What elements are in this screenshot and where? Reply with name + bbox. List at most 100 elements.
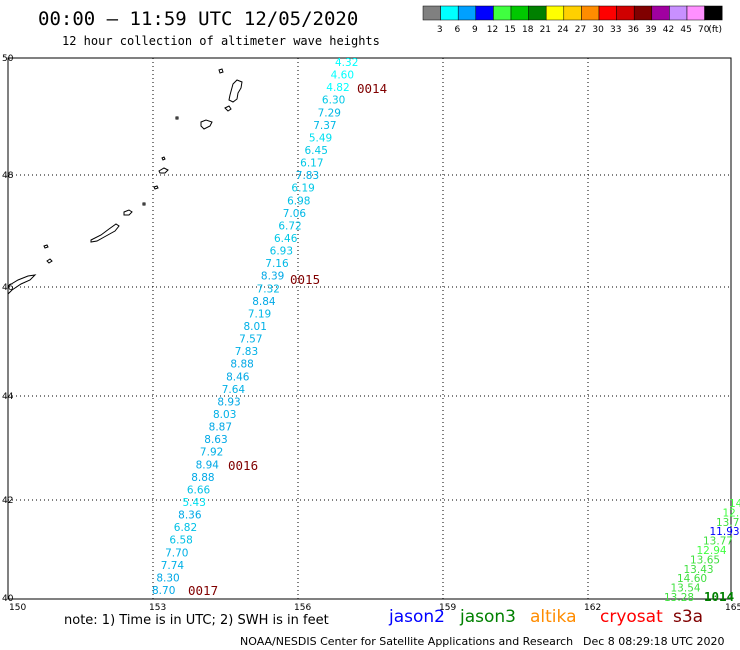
swh-value: 7.70 <box>165 547 188 559</box>
swh-value: 8.39 <box>261 271 284 283</box>
swh-value: 7.57 <box>239 334 262 346</box>
legend-swatch <box>528 5 547 21</box>
island-outline <box>228 79 243 103</box>
legend-swatch <box>422 5 441 21</box>
legend-swatch <box>669 5 688 21</box>
legend-swatch <box>510 5 529 21</box>
lon-tick-label: 162 <box>584 603 601 613</box>
lon-tick-label: 153 <box>149 603 166 613</box>
swh-value: 7.16 <box>265 258 289 270</box>
swh-value: 6.19 <box>291 183 314 195</box>
island-outline <box>161 156 166 161</box>
lat-tick-label: 50 <box>2 54 14 64</box>
swh-value: 13.28 <box>664 592 694 604</box>
coastline <box>7 68 243 295</box>
credit-text: NOAA/NESDIS Center for Satellite Applica… <box>240 635 574 648</box>
legend-swatch <box>633 5 653 21</box>
swh-value: 7.37 <box>313 120 336 132</box>
lon-tick-label: 156 <box>294 603 311 613</box>
time-tag: 0014 <box>357 81 387 96</box>
map-frame <box>7 57 732 600</box>
time-tag: 1014 <box>704 589 734 604</box>
legend-swatch <box>545 5 565 21</box>
island-outline <box>123 209 133 216</box>
legend-swatch <box>598 5 617 21</box>
swh-value: 12. <box>723 507 740 519</box>
lat-tick-label: 40 <box>2 594 14 604</box>
legend-jason3: jason3 <box>460 607 516 627</box>
lat-tick-label: 46 <box>2 283 14 293</box>
lat-tick-label: 44 <box>2 392 14 402</box>
swh-value: 14 <box>729 498 740 510</box>
legend-tick-label: 12 <box>487 25 498 35</box>
island-outline <box>43 244 49 249</box>
swh-value: 6.17 <box>300 158 323 170</box>
swh-value: 6.30 <box>322 95 345 107</box>
time-tag: 0015 <box>290 272 320 287</box>
swh-value: 13.65 <box>690 554 720 566</box>
swh-value: 8.70 <box>152 585 175 597</box>
island-outline <box>142 202 146 206</box>
swh-value: 6.58 <box>169 535 192 547</box>
legend-swatch <box>686 5 705 21</box>
swh-value: 13.43 <box>684 564 714 576</box>
island-outline <box>46 258 53 264</box>
island-outline <box>7 274 37 295</box>
swh-value: 6.46 <box>274 233 298 245</box>
swh-value: 5.43 <box>183 497 206 509</box>
swh-value: 6.72 <box>278 220 301 232</box>
island-outline <box>153 185 159 190</box>
swh-value: 7.29 <box>318 107 341 119</box>
swh-value: 13.54 <box>671 583 701 595</box>
swh-value: 8.63 <box>204 434 227 446</box>
swh-value: 13.7 <box>716 517 739 529</box>
legend-tick-label: 18 <box>522 25 534 35</box>
legend-swatch <box>651 5 670 21</box>
swh-value: 8.36 <box>178 510 202 522</box>
swh-value: 8.88 <box>191 472 214 484</box>
swh-value: 8.87 <box>209 422 232 434</box>
legend-swatch <box>440 5 459 21</box>
lon-tick-label: 159 <box>439 603 456 613</box>
swh-value: 14.60 <box>677 573 707 585</box>
swh-value: 8.30 <box>156 572 179 584</box>
swh-value: 7.92 <box>200 447 223 459</box>
swh-value: 4.32 <box>335 57 358 69</box>
legend-swatch <box>493 5 512 21</box>
island-outline <box>218 68 224 74</box>
legend-tick-label: 70 <box>698 25 710 35</box>
island-outline <box>90 223 120 243</box>
swh-value: 7.19 <box>248 308 271 320</box>
swh-value: 4.82 <box>326 82 349 94</box>
swh-value: 8.93 <box>217 396 240 408</box>
legend-tick-label: 45 <box>680 25 691 35</box>
legend-tick-label: 39 <box>645 25 657 35</box>
swh-value: 6.93 <box>270 246 293 258</box>
swh-value: 8.94 <box>196 459 220 471</box>
time-tag: 0017 <box>188 583 218 598</box>
legend-tick-label: 6 <box>454 25 460 35</box>
legend-tick-label: 21 <box>540 25 551 35</box>
swh-value: 7.06 <box>283 208 307 220</box>
altimeter-tracks: 4.324.604.826.307.297.375.496.456.177.83… <box>152 57 740 604</box>
swh-value: 8.84 <box>252 296 276 308</box>
swh-value: 8.03 <box>213 409 236 421</box>
legend-altika: altika <box>530 607 577 627</box>
legend-swatch <box>475 5 494 21</box>
swh-value: 5.49 <box>309 132 332 144</box>
time-tag: 0016 <box>228 458 258 473</box>
swh-value: 7.74 <box>161 560 185 572</box>
swh-value: 7.83 <box>235 346 258 358</box>
swh-value: 8.46 <box>226 371 250 383</box>
legend-swatch <box>563 5 582 21</box>
legend-tick-label: 3 <box>437 25 443 35</box>
swh-value: 6.45 <box>305 145 328 157</box>
generated-date: Dec 8 08:29:18 UTC 2020 <box>583 635 725 648</box>
page-subtitle: 12 hour collection of altimeter wave hei… <box>62 34 380 48</box>
island-outline <box>200 119 213 130</box>
legend-cryosat: cryosat <box>600 607 663 627</box>
lat-tick-label: 42 <box>2 496 13 506</box>
swh-value: 12.94 <box>697 545 727 557</box>
